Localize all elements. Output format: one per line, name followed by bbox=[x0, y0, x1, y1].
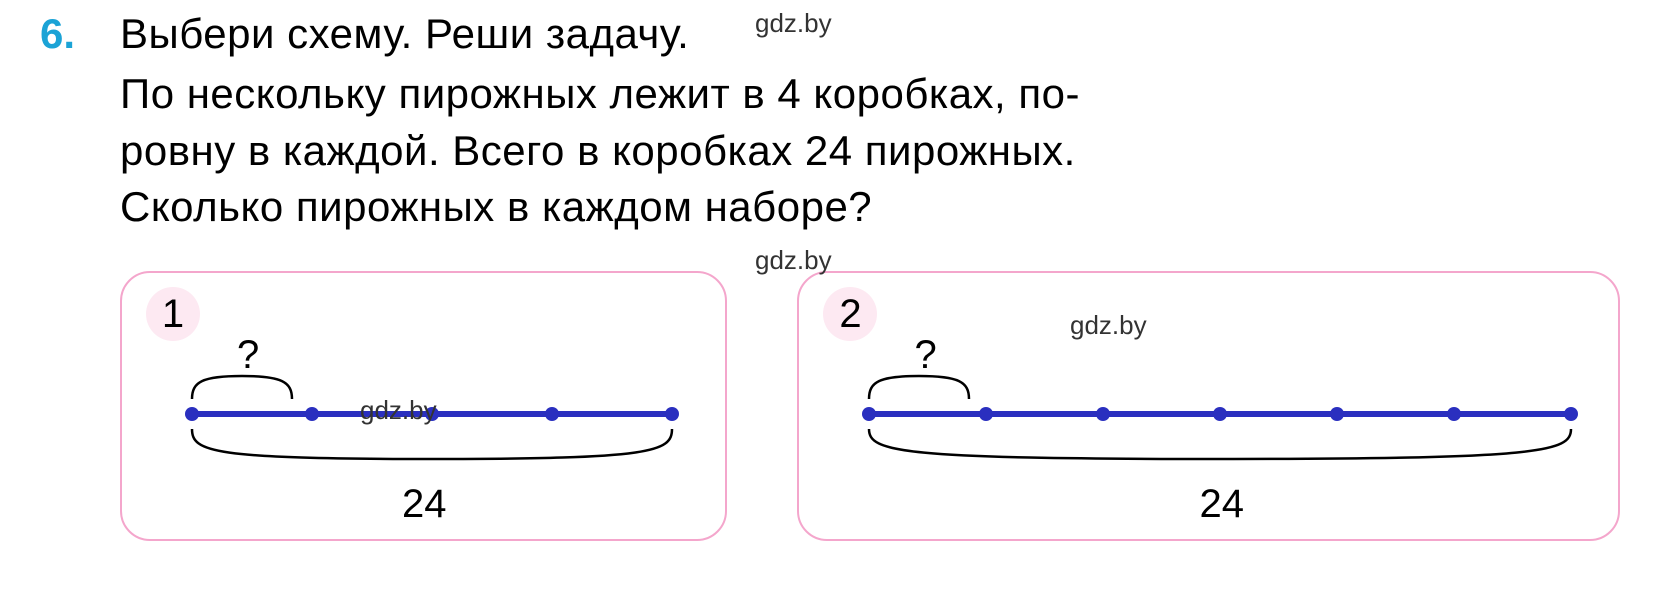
segment-dot bbox=[1447, 407, 1461, 421]
problem-body: По нескольку пирожных лежит в 4 коробках… bbox=[40, 66, 1620, 236]
diagram-badge-2: 2 bbox=[823, 287, 877, 341]
problem-instruction: Выбери схему. Реши задачу. bbox=[120, 10, 689, 58]
diagram-svg-1 bbox=[182, 364, 682, 474]
diagram-badge-1: 1 bbox=[146, 287, 200, 341]
diagrams-row: 1 ? 24 bbox=[40, 271, 1620, 541]
segment-dot bbox=[305, 407, 319, 421]
segment-dot bbox=[665, 407, 679, 421]
diagram-svg-2 bbox=[859, 364, 1589, 474]
body-line-3: Сколько пирожных в каждом наборе? bbox=[120, 183, 872, 230]
header-line: 6. Выбери схему. Реши задачу. bbox=[40, 10, 1620, 58]
problem-number: 6. bbox=[40, 10, 120, 58]
body-line-2: ровну в каждой. Всего в коробках 24 пиро… bbox=[120, 127, 1076, 174]
top-bracket-2 bbox=[869, 376, 969, 399]
total-label-2: 24 bbox=[1199, 482, 1244, 527]
segment-dot bbox=[979, 407, 993, 421]
bottom-bracket-2 bbox=[869, 429, 1571, 459]
segment-dot bbox=[545, 407, 559, 421]
segment-dot bbox=[425, 407, 439, 421]
segment-dot bbox=[1213, 407, 1227, 421]
segment-dot bbox=[862, 407, 876, 421]
bottom-bracket-1 bbox=[192, 429, 672, 459]
segment-dot bbox=[185, 407, 199, 421]
diagram-card-2: 2 ? 24 bbox=[797, 271, 1620, 541]
body-line-1: По нескольку пирожных лежит в 4 коробках… bbox=[120, 70, 1080, 117]
problem-container: 6. Выбери схему. Реши задачу. По несколь… bbox=[0, 0, 1660, 561]
total-label-1: 24 bbox=[402, 482, 447, 527]
top-bracket-1 bbox=[192, 376, 292, 399]
segment-dot bbox=[1330, 407, 1344, 421]
segment-dot bbox=[1564, 407, 1578, 421]
diagram-card-1: 1 ? 24 bbox=[120, 271, 727, 541]
segment-dot bbox=[1096, 407, 1110, 421]
